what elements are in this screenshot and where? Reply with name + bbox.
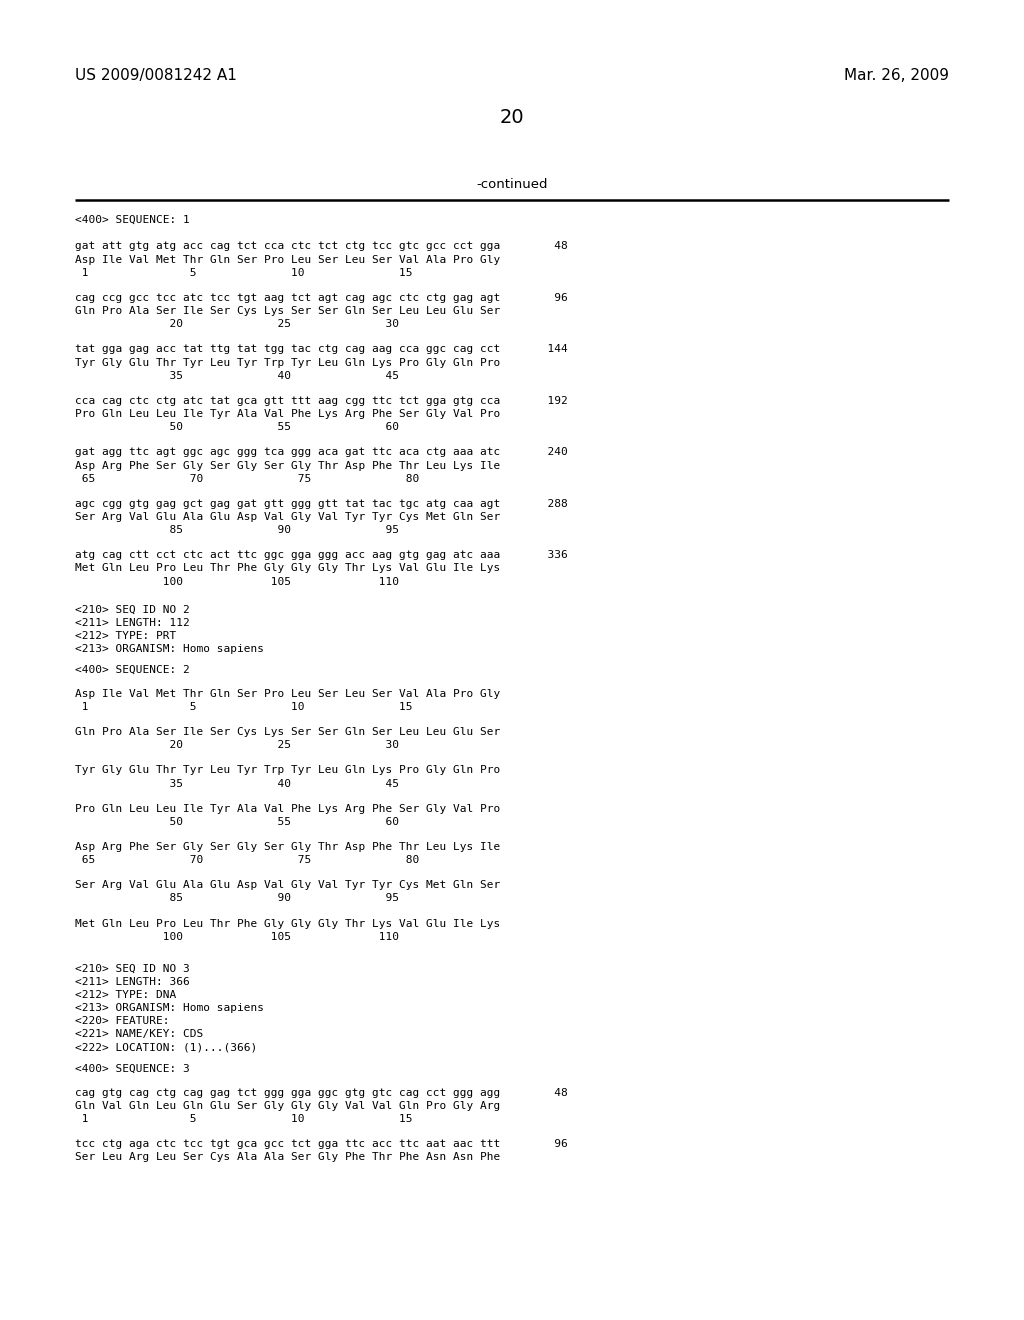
- Text: Gln Pro Ala Ser Ile Ser Cys Lys Ser Ser Gln Ser Leu Leu Glu Ser: Gln Pro Ala Ser Ile Ser Cys Lys Ser Ser …: [75, 727, 501, 737]
- Text: 20: 20: [500, 108, 524, 127]
- Text: 20              25              30: 20 25 30: [75, 319, 399, 329]
- Text: 100             105             110: 100 105 110: [75, 577, 399, 586]
- Text: 35              40              45: 35 40 45: [75, 779, 399, 788]
- Text: cca cag ctc ctg atc tat gca gtt ttt aag cgg ttc tct gga gtg cca       192: cca cag ctc ctg atc tat gca gtt ttt aag …: [75, 396, 567, 405]
- Text: Ser Leu Arg Leu Ser Cys Ala Ala Ser Gly Phe Thr Phe Asn Asn Phe: Ser Leu Arg Leu Ser Cys Ala Ala Ser Gly …: [75, 1152, 501, 1162]
- Text: -continued: -continued: [476, 178, 548, 191]
- Text: <221> NAME/KEY: CDS: <221> NAME/KEY: CDS: [75, 1030, 203, 1039]
- Text: 50              55              60: 50 55 60: [75, 422, 399, 432]
- Text: <400> SEQUENCE: 2: <400> SEQUENCE: 2: [75, 665, 189, 675]
- Text: cag ccg gcc tcc atc tcc tgt aag tct agt cag agc ctc ctg gag agt        96: cag ccg gcc tcc atc tcc tgt aag tct agt …: [75, 293, 567, 302]
- Text: 35              40              45: 35 40 45: [75, 371, 399, 380]
- Text: Ser Arg Val Glu Ala Glu Asp Val Gly Val Tyr Tyr Cys Met Gln Ser: Ser Arg Val Glu Ala Glu Asp Val Gly Val …: [75, 880, 501, 890]
- Text: Pro Gln Leu Leu Ile Tyr Ala Val Phe Lys Arg Phe Ser Gly Val Pro: Pro Gln Leu Leu Ile Tyr Ala Val Phe Lys …: [75, 804, 501, 813]
- Text: Tyr Gly Glu Thr Tyr Leu Tyr Trp Tyr Leu Gln Lys Pro Gly Gln Pro: Tyr Gly Glu Thr Tyr Leu Tyr Trp Tyr Leu …: [75, 358, 501, 367]
- Text: 1               5              10              15: 1 5 10 15: [75, 1114, 413, 1123]
- Text: <400> SEQUENCE: 3: <400> SEQUENCE: 3: [75, 1064, 189, 1073]
- Text: <222> LOCATION: (1)...(366): <222> LOCATION: (1)...(366): [75, 1043, 257, 1052]
- Text: Asp Ile Val Met Thr Gln Ser Pro Leu Ser Leu Ser Val Ala Pro Gly: Asp Ile Val Met Thr Gln Ser Pro Leu Ser …: [75, 689, 501, 698]
- Text: <210> SEQ ID NO 3: <210> SEQ ID NO 3: [75, 964, 189, 973]
- Text: tat gga gag acc tat ttg tat tgg tac ctg cag aag cca ggc cag cct       144: tat gga gag acc tat ttg tat tgg tac ctg …: [75, 345, 567, 354]
- Text: agc cgg gtg gag gct gag gat gtt ggg gtt tat tac tgc atg caa agt       288: agc cgg gtg gag gct gag gat gtt ggg gtt …: [75, 499, 567, 508]
- Text: US 2009/0081242 A1: US 2009/0081242 A1: [75, 69, 237, 83]
- Text: 100             105             110: 100 105 110: [75, 932, 399, 941]
- Text: Gln Val Gln Leu Gln Glu Ser Gly Gly Gly Val Val Gln Pro Gly Arg: Gln Val Gln Leu Gln Glu Ser Gly Gly Gly …: [75, 1101, 501, 1110]
- Text: <211> LENGTH: 112: <211> LENGTH: 112: [75, 618, 189, 627]
- Text: <213> ORGANISM: Homo sapiens: <213> ORGANISM: Homo sapiens: [75, 644, 264, 653]
- Text: <220> FEATURE:: <220> FEATURE:: [75, 1016, 170, 1026]
- Text: gat agg ttc agt ggc agc ggg tca ggg aca gat ttc aca ctg aaa atc       240: gat agg ttc agt ggc agc ggg tca ggg aca …: [75, 447, 567, 457]
- Text: <211> LENGTH: 366: <211> LENGTH: 366: [75, 977, 189, 986]
- Text: 50              55              60: 50 55 60: [75, 817, 399, 826]
- Text: 1               5              10              15: 1 5 10 15: [75, 268, 413, 277]
- Text: 85              90              95: 85 90 95: [75, 525, 399, 535]
- Text: 65              70              75              80: 65 70 75 80: [75, 855, 419, 865]
- Text: gat att gtg atg acc cag tct cca ctc tct ctg tcc gtc gcc cct gga        48: gat att gtg atg acc cag tct cca ctc tct …: [75, 242, 567, 251]
- Text: cag gtg cag ctg cag gag tct ggg gga ggc gtg gtc cag cct ggg agg        48: cag gtg cag ctg cag gag tct ggg gga ggc …: [75, 1088, 567, 1097]
- Text: Asp Arg Phe Ser Gly Ser Gly Ser Gly Thr Asp Phe Thr Leu Lys Ile: Asp Arg Phe Ser Gly Ser Gly Ser Gly Thr …: [75, 461, 501, 470]
- Text: Asp Ile Val Met Thr Gln Ser Pro Leu Ser Leu Ser Val Ala Pro Gly: Asp Ile Val Met Thr Gln Ser Pro Leu Ser …: [75, 255, 501, 264]
- Text: 85              90              95: 85 90 95: [75, 894, 399, 903]
- Text: <400> SEQUENCE: 1: <400> SEQUENCE: 1: [75, 215, 189, 224]
- Text: <212> TYPE: PRT: <212> TYPE: PRT: [75, 631, 176, 640]
- Text: Asp Arg Phe Ser Gly Ser Gly Ser Gly Thr Asp Phe Thr Leu Lys Ile: Asp Arg Phe Ser Gly Ser Gly Ser Gly Thr …: [75, 842, 501, 851]
- Text: atg cag ctt cct ctc act ttc ggc gga ggg acc aag gtg gag atc aaa       336: atg cag ctt cct ctc act ttc ggc gga ggg …: [75, 550, 567, 560]
- Text: <210> SEQ ID NO 2: <210> SEQ ID NO 2: [75, 605, 189, 614]
- Text: tcc ctg aga ctc tcc tgt gca gcc tct gga ttc acc ttc aat aac ttt        96: tcc ctg aga ctc tcc tgt gca gcc tct gga …: [75, 1139, 567, 1148]
- Text: 1               5              10              15: 1 5 10 15: [75, 702, 413, 711]
- Text: 20              25              30: 20 25 30: [75, 741, 399, 750]
- Text: 65              70              75              80: 65 70 75 80: [75, 474, 419, 483]
- Text: Gln Pro Ala Ser Ile Ser Cys Lys Ser Ser Gln Ser Leu Leu Glu Ser: Gln Pro Ala Ser Ile Ser Cys Lys Ser Ser …: [75, 306, 501, 315]
- Text: <212> TYPE: DNA: <212> TYPE: DNA: [75, 990, 176, 999]
- Text: Met Gln Leu Pro Leu Thr Phe Gly Gly Gly Thr Lys Val Glu Ile Lys: Met Gln Leu Pro Leu Thr Phe Gly Gly Gly …: [75, 919, 501, 928]
- Text: Met Gln Leu Pro Leu Thr Phe Gly Gly Gly Thr Lys Val Glu Ile Lys: Met Gln Leu Pro Leu Thr Phe Gly Gly Gly …: [75, 564, 501, 573]
- Text: Ser Arg Val Glu Ala Glu Asp Val Gly Val Tyr Tyr Cys Met Gln Ser: Ser Arg Val Glu Ala Glu Asp Val Gly Val …: [75, 512, 501, 521]
- Text: <213> ORGANISM: Homo sapiens: <213> ORGANISM: Homo sapiens: [75, 1003, 264, 1012]
- Text: Tyr Gly Glu Thr Tyr Leu Tyr Trp Tyr Leu Gln Lys Pro Gly Gln Pro: Tyr Gly Glu Thr Tyr Leu Tyr Trp Tyr Leu …: [75, 766, 501, 775]
- Text: Pro Gln Leu Leu Ile Tyr Ala Val Phe Lys Arg Phe Ser Gly Val Pro: Pro Gln Leu Leu Ile Tyr Ala Val Phe Lys …: [75, 409, 501, 418]
- Text: Mar. 26, 2009: Mar. 26, 2009: [844, 69, 949, 83]
